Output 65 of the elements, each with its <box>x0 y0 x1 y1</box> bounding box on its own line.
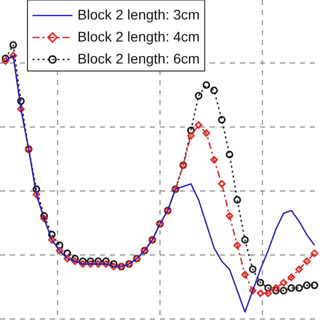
legend-label: Block 2 length: 4cm <box>78 28 200 44</box>
point <box>102 258 110 266</box>
point <box>264 290 272 298</box>
point <box>256 290 264 298</box>
point <box>94 258 102 266</box>
point <box>210 156 218 164</box>
point <box>241 270 249 278</box>
point <box>218 116 226 124</box>
point <box>86 260 94 268</box>
point <box>32 190 40 198</box>
point <box>40 214 48 222</box>
point <box>56 242 64 249</box>
point <box>226 212 234 220</box>
point <box>295 284 303 292</box>
point <box>86 258 94 266</box>
point <box>71 254 79 262</box>
point <box>226 150 234 158</box>
point <box>110 260 118 268</box>
point <box>2 54 10 62</box>
point <box>264 284 272 292</box>
point <box>280 278 288 286</box>
point <box>210 86 218 94</box>
point <box>256 278 264 286</box>
point <box>310 282 318 290</box>
point <box>248 266 256 274</box>
point <box>17 105 25 113</box>
point <box>194 121 202 129</box>
point <box>64 254 72 262</box>
point <box>234 196 241 204</box>
point <box>94 260 102 268</box>
point <box>310 250 318 258</box>
point <box>202 129 210 137</box>
point <box>234 242 241 249</box>
point <box>17 97 25 105</box>
point <box>272 284 280 292</box>
point <box>64 250 72 258</box>
point <box>202 81 210 89</box>
point <box>280 286 288 294</box>
legend-label: Block 2 length: 3cm <box>78 6 200 22</box>
point <box>56 246 64 254</box>
point <box>32 185 40 193</box>
point <box>48 230 56 238</box>
point <box>272 286 280 294</box>
point <box>288 284 296 292</box>
legend-label: Block 2 length: 6cm <box>78 50 200 66</box>
point <box>110 262 118 270</box>
point <box>241 236 249 244</box>
point <box>2 57 10 65</box>
point <box>218 180 226 188</box>
point <box>71 258 79 266</box>
point <box>288 274 296 282</box>
point <box>187 126 195 134</box>
point <box>48 236 56 244</box>
point <box>40 212 48 220</box>
point <box>9 41 17 49</box>
point <box>194 92 202 100</box>
point <box>187 132 195 140</box>
point <box>102 260 110 268</box>
point <box>9 52 17 60</box>
point <box>248 286 256 294</box>
point <box>303 258 311 266</box>
point <box>79 260 86 268</box>
point <box>303 282 311 290</box>
point <box>79 258 86 266</box>
point <box>295 266 303 274</box>
